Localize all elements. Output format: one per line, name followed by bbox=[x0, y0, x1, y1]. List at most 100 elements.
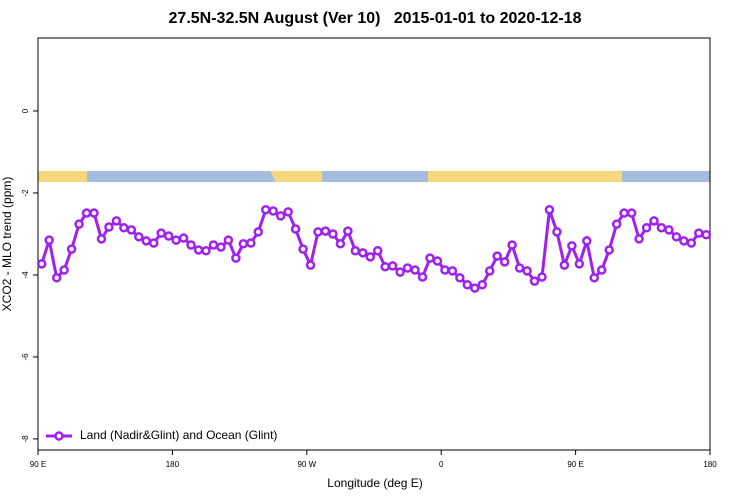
data-point bbox=[126, 225, 137, 235]
y-tick-label: -8 bbox=[21, 435, 30, 443]
legend-item: Land (Nadir&Glint) and Ocean (Glint) bbox=[46, 428, 277, 442]
data-point bbox=[447, 266, 458, 276]
data-point bbox=[462, 280, 473, 290]
data-point bbox=[701, 230, 712, 240]
data-point bbox=[275, 211, 286, 221]
data-point bbox=[343, 226, 353, 236]
data-point bbox=[328, 229, 338, 239]
data-point bbox=[104, 222, 114, 232]
data-point bbox=[641, 223, 652, 233]
data-point bbox=[529, 276, 540, 286]
data-point bbox=[686, 238, 697, 248]
land-strip bbox=[38, 171, 87, 182]
data-point bbox=[492, 251, 502, 261]
data-point bbox=[574, 259, 585, 269]
x-tick-label: 180 bbox=[166, 460, 180, 469]
data-point bbox=[186, 240, 196, 250]
data-point bbox=[193, 245, 204, 255]
data-point bbox=[350, 246, 361, 256]
data-point bbox=[246, 238, 256, 248]
data-point bbox=[432, 256, 443, 266]
plot-frame bbox=[37, 37, 711, 451]
data-point bbox=[507, 240, 517, 250]
data-point bbox=[425, 253, 435, 263]
x-tick-label: 90 E bbox=[567, 460, 583, 469]
y-tick-label: -4 bbox=[21, 271, 30, 279]
data-point bbox=[268, 206, 278, 216]
x-axis-title: Longitude (deg E) bbox=[327, 476, 422, 490]
data-point bbox=[477, 280, 488, 290]
data-point bbox=[96, 234, 107, 244]
data-point bbox=[470, 283, 480, 293]
data-point bbox=[305, 260, 316, 270]
data-point bbox=[582, 236, 592, 246]
data-point bbox=[596, 265, 607, 275]
data-point bbox=[649, 216, 659, 226]
data-point bbox=[156, 228, 166, 238]
data-point bbox=[604, 245, 614, 255]
data-point bbox=[36, 259, 47, 269]
x-tick-label: 180 bbox=[703, 460, 717, 469]
data-point bbox=[544, 205, 555, 215]
data-point bbox=[694, 228, 704, 238]
data-point bbox=[552, 227, 562, 237]
data-point bbox=[634, 234, 644, 244]
data-point bbox=[619, 208, 629, 218]
data-point bbox=[380, 262, 390, 272]
y-tick-label: 0 bbox=[21, 108, 30, 113]
data-point bbox=[290, 224, 301, 234]
data-point bbox=[537, 272, 547, 282]
x-tick-label: 0 bbox=[439, 460, 444, 469]
data-point bbox=[522, 266, 532, 276]
data-point bbox=[656, 223, 667, 233]
data-point bbox=[178, 233, 189, 243]
data-point bbox=[141, 236, 152, 246]
data-point bbox=[208, 240, 219, 250]
data-point bbox=[260, 205, 271, 215]
data-point bbox=[514, 263, 525, 273]
data-point bbox=[238, 239, 249, 249]
x-tick-label: 90 E bbox=[30, 460, 46, 469]
data-point bbox=[51, 273, 62, 283]
data-point bbox=[410, 265, 420, 275]
data-point bbox=[231, 253, 241, 263]
y-tick-label: -2 bbox=[21, 189, 30, 197]
data-point bbox=[626, 208, 637, 218]
legend-marker bbox=[54, 431, 64, 441]
land-ocean-strip bbox=[38, 171, 710, 182]
data-point bbox=[74, 219, 84, 229]
data-point bbox=[134, 232, 144, 242]
y-axis-title: XCO2 - MLO trend (ppm) bbox=[0, 177, 14, 312]
data-point bbox=[671, 232, 682, 242]
data-point bbox=[395, 267, 405, 277]
data-point bbox=[283, 207, 293, 217]
x-tick-label: 90 W bbox=[297, 460, 316, 469]
data-point bbox=[201, 246, 211, 256]
land-strip bbox=[270, 171, 322, 182]
data-point bbox=[387, 261, 398, 271]
data-point bbox=[335, 239, 346, 249]
data-point bbox=[89, 208, 99, 218]
data-point bbox=[440, 265, 450, 275]
y-tick-label: -6 bbox=[21, 353, 30, 361]
data-point bbox=[81, 208, 92, 218]
data-point bbox=[611, 219, 622, 229]
legend-label: Land (Nadir&Glint) and Ocean (Glint) bbox=[80, 428, 277, 442]
data-point bbox=[559, 260, 570, 270]
land-strip bbox=[428, 171, 622, 182]
data-point bbox=[372, 246, 383, 256]
data-point bbox=[358, 248, 368, 258]
data-point bbox=[484, 266, 495, 276]
data-point bbox=[163, 231, 174, 241]
data-point bbox=[111, 216, 122, 226]
data-point bbox=[298, 244, 308, 254]
data-point bbox=[417, 272, 428, 282]
chart-title: 27.5N-32.5N August (Ver 10) 2015-01-01 t… bbox=[169, 10, 582, 27]
data-point bbox=[365, 252, 376, 262]
data-point bbox=[44, 235, 54, 245]
data-point bbox=[171, 235, 181, 245]
data-point bbox=[119, 223, 129, 233]
data-point bbox=[320, 226, 331, 236]
data-point bbox=[253, 227, 264, 237]
